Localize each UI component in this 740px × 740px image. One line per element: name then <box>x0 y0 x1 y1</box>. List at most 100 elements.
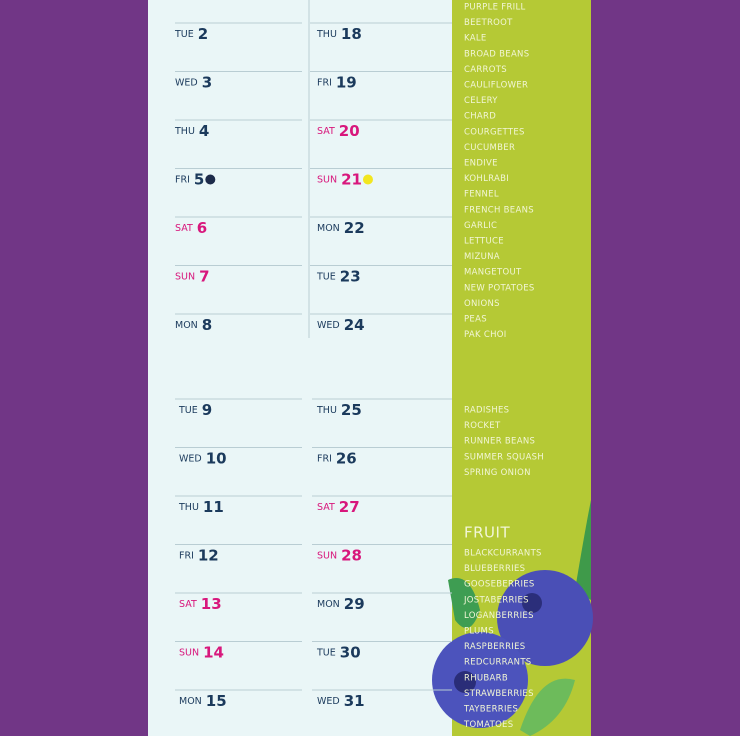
weekday: TUE <box>316 271 336 282</box>
day-label: THU 4 <box>174 122 209 140</box>
produce-item: RHUBARB <box>464 673 508 683</box>
day-label: MON 15 <box>179 692 227 710</box>
produce-item: CARROTS <box>464 65 507 75</box>
day-label: SUN 28 <box>317 546 362 564</box>
produce-item: ONIONS <box>464 299 500 309</box>
day-number: 25 <box>341 401 362 419</box>
day-number: 24 <box>344 316 365 334</box>
day-number: 3 <box>202 73 212 91</box>
weekday: FRI <box>179 550 194 561</box>
day-number: 23 <box>340 267 361 285</box>
day-number: 20 <box>339 122 360 140</box>
weekday: SAT <box>317 126 335 137</box>
weekday: MON <box>179 696 202 707</box>
produce-item: FENNEL <box>464 190 499 200</box>
day-label: WED 31 <box>317 692 365 710</box>
moon-dot <box>362 174 373 185</box>
weekday: MON <box>317 599 340 610</box>
produce-item: MIZUNA <box>464 252 500 262</box>
day-label: THU 11 <box>178 498 224 516</box>
day-label: TUE 9 <box>178 401 212 419</box>
day-number: 2 <box>198 25 208 43</box>
produce-item: SUMMER SQUASH <box>464 452 544 462</box>
weekday: THU <box>316 405 337 416</box>
produce-item: RADISHES <box>464 406 509 416</box>
produce-item: SPRING ONION <box>464 468 531 478</box>
produce-item: CUCUMBER <box>464 143 515 153</box>
produce-item: RUNNER BEANS <box>464 437 535 447</box>
day-label: SAT 20 <box>317 122 360 140</box>
day-label: TUE 30 <box>316 643 361 661</box>
produce-item: CAULIFLOWER <box>464 81 528 91</box>
produce-item: TAYBERRIES <box>463 705 518 715</box>
produce-item: MANGETOUT <box>464 268 522 278</box>
weekday: WED <box>179 453 202 464</box>
produce-item: COURGETTES <box>464 127 525 137</box>
weekday: FRI <box>317 453 332 464</box>
day-number: 9 <box>202 401 212 419</box>
day-number: 19 <box>336 73 357 91</box>
day-number: 5 <box>194 170 204 188</box>
day-label: MON 22 <box>317 219 365 237</box>
weekday: TUE <box>174 29 194 40</box>
weekday: TUE <box>178 405 198 416</box>
day-number: 21 <box>341 170 362 188</box>
produce-item: PEAS <box>464 315 487 325</box>
day-number: 14 <box>203 643 224 661</box>
produce-item: KALE <box>464 34 487 44</box>
weekday: FRI <box>175 174 190 185</box>
weekday: SAT <box>179 599 197 610</box>
day-number: 8 <box>202 316 212 334</box>
day-label: MON 29 <box>317 595 365 613</box>
day-number: 13 <box>201 595 222 613</box>
produce-item: LOGANBERRIES <box>464 611 534 621</box>
produce-item: BLACKCURRANTS <box>464 549 542 559</box>
produce-item: FRENCH BEANS <box>464 205 534 215</box>
day-number: 18 <box>341 25 362 43</box>
produce-item: CELERY <box>464 96 498 106</box>
produce-item: GARLIC <box>464 221 497 231</box>
produce-item: BLUEBERRIES <box>464 564 525 574</box>
produce-item: PURPLE FRILL <box>464 3 526 13</box>
day-label: WED 24 <box>317 316 365 334</box>
day-number: 10 <box>206 449 227 467</box>
weekday: TUE <box>316 647 336 658</box>
day-number: 26 <box>336 449 357 467</box>
day-label: WED 10 <box>179 449 227 467</box>
day-label: SUN 7 <box>175 267 210 285</box>
day-number: 7 <box>199 267 209 285</box>
weekday: SUN <box>317 174 337 185</box>
weekday: SUN <box>175 271 195 282</box>
weekday: SUN <box>317 550 337 561</box>
weekday: SAT <box>317 502 335 513</box>
weekday: WED <box>317 320 340 331</box>
produce-item: JOSTABERRIES <box>463 595 529 605</box>
day-number: 31 <box>344 692 365 710</box>
day-label: SAT 6 <box>175 219 207 237</box>
moon-dot <box>205 174 216 185</box>
weekday: THU <box>174 126 195 137</box>
day-label: SAT 27 <box>317 498 360 516</box>
calendar-panel <box>148 0 452 736</box>
produce-item: NEW POTATOES <box>464 283 535 293</box>
day-label: SUN 21 <box>317 170 362 188</box>
produce-item: GOOSEBERRIES <box>464 580 535 590</box>
day-number: 28 <box>341 546 362 564</box>
day-label: FRI 5 <box>175 170 204 188</box>
day-number: 6 <box>197 219 207 237</box>
day-label: MON 8 <box>175 316 212 334</box>
weekday: WED <box>175 77 198 88</box>
produce-item: RASPBERRIES <box>464 642 525 652</box>
day-number: 30 <box>340 643 361 661</box>
day-label: THU 18 <box>316 25 362 43</box>
weekday: MON <box>317 223 340 234</box>
weekday: WED <box>317 696 340 707</box>
produce-item: LETTUCE <box>464 237 504 247</box>
produce-item: ENDIVE <box>464 159 498 169</box>
day-label: SAT 13 <box>179 595 222 613</box>
section-heading: FRUIT <box>464 524 510 542</box>
day-label: THU 25 <box>316 401 362 419</box>
weekday: THU <box>178 502 199 513</box>
produce-item: REDCURRANTS <box>464 658 532 668</box>
blueberries <box>432 500 593 736</box>
